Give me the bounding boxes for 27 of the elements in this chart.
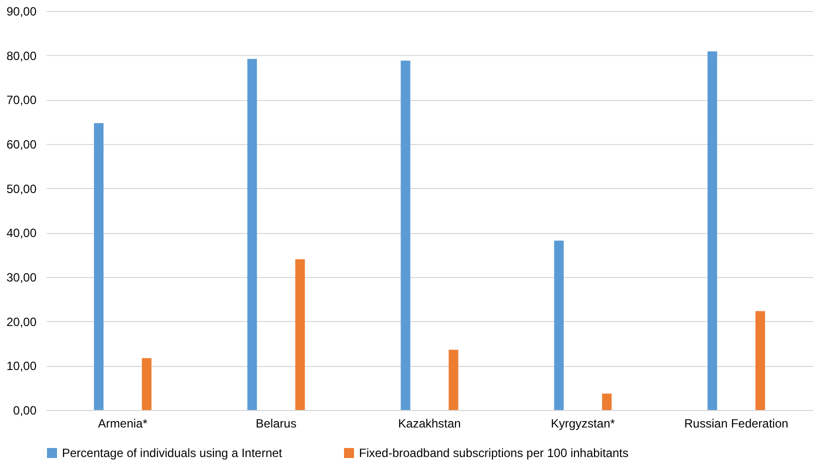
y-tick-label: 50,00 [6, 182, 37, 196]
y-tick-label: 90,00 [6, 4, 37, 18]
legend-label: Percentage of individuals using a Internet [62, 446, 283, 460]
y-tick-label: 20,00 [6, 314, 37, 329]
y-tick-label: 10,00 [6, 359, 37, 374]
x-tick-label: Armenia* [98, 416, 148, 430]
bar [602, 394, 612, 410]
bar [295, 259, 305, 410]
bar [94, 123, 104, 410]
x-tick-label: Kazakhstan [398, 416, 461, 430]
y-tick-label: 70,00 [6, 93, 37, 108]
x-tick-label: Kyrgyzstan* [550, 416, 616, 430]
bar [708, 51, 718, 410]
y-tick-label: 40,00 [6, 226, 37, 240]
x-tick-label: Belarus [256, 416, 296, 430]
bar [755, 311, 766, 410]
bar [400, 60, 410, 410]
y-tick-label: 60,00 [6, 138, 37, 152]
y-tick-label: 80,00 [6, 48, 37, 63]
x-tick-label: Russian Federation [684, 416, 788, 430]
y-tick-label: 30,00 [6, 270, 37, 284]
bar [247, 58, 257, 410]
legend-label: Fixed-broadband subscriptions per 100 inhabitants [359, 446, 629, 460]
y-tick-label: 0,00 [13, 404, 37, 418]
bar [554, 240, 564, 410]
bar [448, 350, 458, 410]
bar [142, 358, 152, 410]
